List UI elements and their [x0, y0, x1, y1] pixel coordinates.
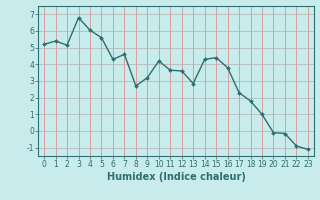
- X-axis label: Humidex (Indice chaleur): Humidex (Indice chaleur): [107, 172, 245, 182]
